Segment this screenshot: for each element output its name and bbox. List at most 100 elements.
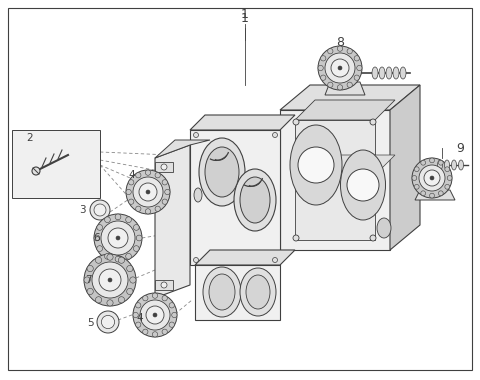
Polygon shape: [280, 85, 420, 110]
Text: 3: 3: [79, 205, 85, 215]
Circle shape: [84, 254, 136, 306]
Circle shape: [293, 119, 299, 125]
Circle shape: [193, 133, 199, 138]
Circle shape: [96, 297, 102, 303]
Circle shape: [421, 160, 426, 165]
Circle shape: [153, 313, 157, 317]
Circle shape: [162, 296, 168, 301]
Circle shape: [108, 278, 112, 282]
Ellipse shape: [458, 160, 464, 170]
Circle shape: [135, 322, 141, 327]
Polygon shape: [295, 100, 395, 120]
Circle shape: [116, 236, 120, 240]
Text: 6: 6: [94, 233, 100, 243]
Circle shape: [101, 315, 115, 329]
Circle shape: [136, 206, 141, 211]
Polygon shape: [325, 82, 365, 95]
Circle shape: [140, 300, 170, 330]
Circle shape: [354, 56, 360, 61]
Circle shape: [430, 176, 434, 180]
Circle shape: [118, 297, 125, 303]
Text: 8: 8: [336, 35, 344, 49]
Circle shape: [90, 200, 110, 220]
Circle shape: [107, 254, 113, 260]
Text: 1: 1: [241, 8, 249, 21]
Ellipse shape: [452, 160, 456, 170]
Ellipse shape: [246, 275, 270, 309]
Circle shape: [155, 173, 160, 178]
Circle shape: [155, 206, 160, 211]
Circle shape: [145, 170, 151, 175]
Circle shape: [273, 258, 277, 263]
Ellipse shape: [400, 67, 406, 79]
Circle shape: [97, 225, 103, 230]
Circle shape: [87, 266, 93, 272]
Text: 4: 4: [137, 313, 144, 323]
Ellipse shape: [290, 125, 342, 205]
Circle shape: [107, 300, 113, 306]
Ellipse shape: [444, 160, 449, 170]
Ellipse shape: [194, 188, 202, 202]
Circle shape: [92, 262, 128, 298]
Circle shape: [145, 209, 151, 214]
Circle shape: [135, 303, 141, 308]
Circle shape: [115, 214, 121, 220]
Circle shape: [357, 65, 362, 71]
Circle shape: [165, 189, 170, 195]
Circle shape: [133, 312, 138, 318]
Circle shape: [328, 82, 333, 87]
Circle shape: [152, 332, 157, 337]
Circle shape: [133, 225, 139, 230]
Circle shape: [347, 49, 352, 54]
Circle shape: [318, 46, 362, 90]
Circle shape: [96, 257, 102, 263]
Circle shape: [447, 176, 452, 180]
Circle shape: [318, 65, 324, 71]
Circle shape: [115, 256, 121, 262]
Circle shape: [105, 217, 110, 223]
Circle shape: [152, 293, 157, 298]
Circle shape: [354, 75, 360, 80]
Circle shape: [126, 170, 170, 214]
Bar: [12, 130, 100, 198]
Circle shape: [32, 167, 40, 175]
Circle shape: [438, 191, 443, 196]
Circle shape: [146, 190, 150, 194]
Ellipse shape: [386, 67, 392, 79]
Circle shape: [101, 221, 135, 255]
Ellipse shape: [372, 67, 378, 79]
Circle shape: [412, 176, 417, 180]
Polygon shape: [155, 140, 210, 158]
Polygon shape: [415, 190, 455, 200]
Circle shape: [133, 293, 177, 337]
Circle shape: [321, 75, 326, 80]
Circle shape: [293, 235, 299, 241]
Circle shape: [347, 82, 352, 87]
Circle shape: [438, 160, 443, 165]
Circle shape: [337, 46, 343, 51]
Circle shape: [99, 269, 121, 291]
Circle shape: [162, 329, 168, 334]
Circle shape: [161, 164, 167, 170]
Circle shape: [136, 235, 142, 241]
Ellipse shape: [209, 274, 235, 310]
Ellipse shape: [379, 67, 385, 79]
Circle shape: [84, 277, 90, 283]
Circle shape: [97, 246, 103, 252]
Circle shape: [412, 158, 452, 198]
Circle shape: [143, 329, 148, 334]
Circle shape: [172, 312, 177, 318]
Polygon shape: [190, 130, 280, 265]
Circle shape: [430, 158, 434, 163]
Polygon shape: [295, 120, 375, 240]
Circle shape: [143, 296, 148, 301]
Circle shape: [139, 183, 157, 201]
Polygon shape: [195, 250, 295, 265]
Circle shape: [162, 199, 168, 204]
Ellipse shape: [234, 169, 276, 231]
Circle shape: [118, 257, 125, 263]
Circle shape: [298, 147, 334, 183]
Circle shape: [414, 184, 419, 189]
Circle shape: [328, 49, 333, 54]
Polygon shape: [280, 110, 390, 250]
